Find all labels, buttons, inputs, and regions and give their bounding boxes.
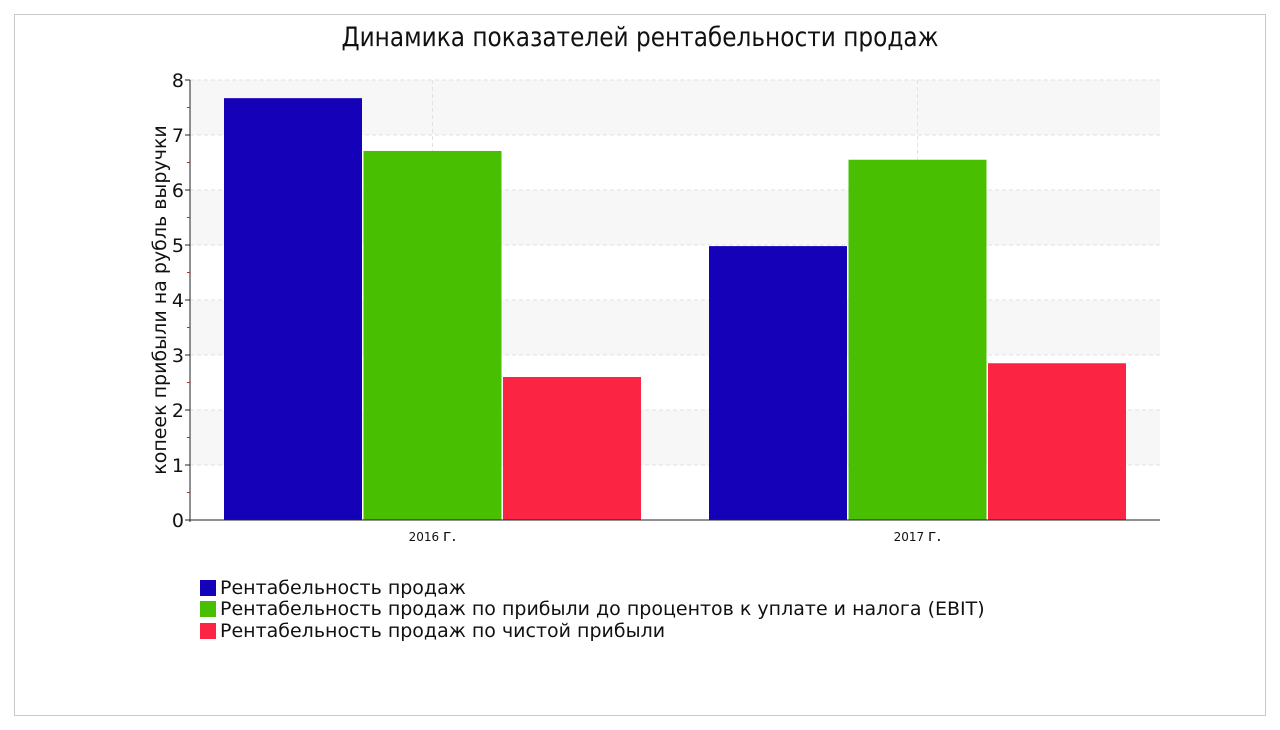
x-tick-year: 2017: [894, 530, 928, 544]
legend-item: Рентабельность продаж по прибыли до проц…: [200, 598, 985, 621]
legend-item: Рентабельность продаж: [200, 577, 985, 599]
bar-net-2016: [503, 377, 641, 520]
bar-sales-2016: [224, 98, 362, 521]
legend-swatch-ebit: [200, 601, 216, 618]
x-tick-year: 2016: [409, 530, 443, 544]
y-tick-label: 7: [172, 125, 184, 147]
chart-frame: [14, 14, 1266, 716]
legend: Рентабельность продаж Рентабельность про…: [200, 577, 985, 642]
legend-swatch-sales: [200, 579, 216, 596]
y-tick-label: 8: [172, 70, 184, 92]
y-tick-label: 3: [172, 345, 184, 367]
bar-ebit-2017: [848, 159, 987, 520]
x-tick-suffix: г.: [443, 526, 457, 545]
legend-label-net: Рентабельность продаж по чистой прибыли: [220, 619, 666, 642]
legend-label-sales: Рентабельность продаж: [220, 576, 466, 599]
y-tick-label: 6: [172, 180, 184, 202]
y-tick-label: 2: [172, 400, 184, 422]
x-tick-label-2017: 2017 г.: [894, 526, 942, 545]
bar-ebit-2016: [363, 150, 502, 520]
y-tick-label: 1: [172, 455, 184, 477]
bar-net-2017: [988, 363, 1126, 520]
y-tick-label: 4: [172, 290, 184, 312]
legend-item: Рентабельность продаж по чистой прибыли: [200, 620, 985, 642]
x-tick-label-2016: 2016 г.: [409, 526, 457, 545]
bar-sales-2017: [709, 246, 847, 520]
chart-title: Динамика показателей рентабельности прод…: [341, 22, 939, 53]
legend-label-ebit: Рентабельность продаж по прибыли до проц…: [220, 598, 985, 621]
x-tick-suffix: г.: [928, 526, 942, 545]
y-tick-label: 0: [172, 510, 184, 532]
legend-swatch-net: [200, 622, 216, 639]
y-tick-label: 5: [172, 235, 184, 257]
